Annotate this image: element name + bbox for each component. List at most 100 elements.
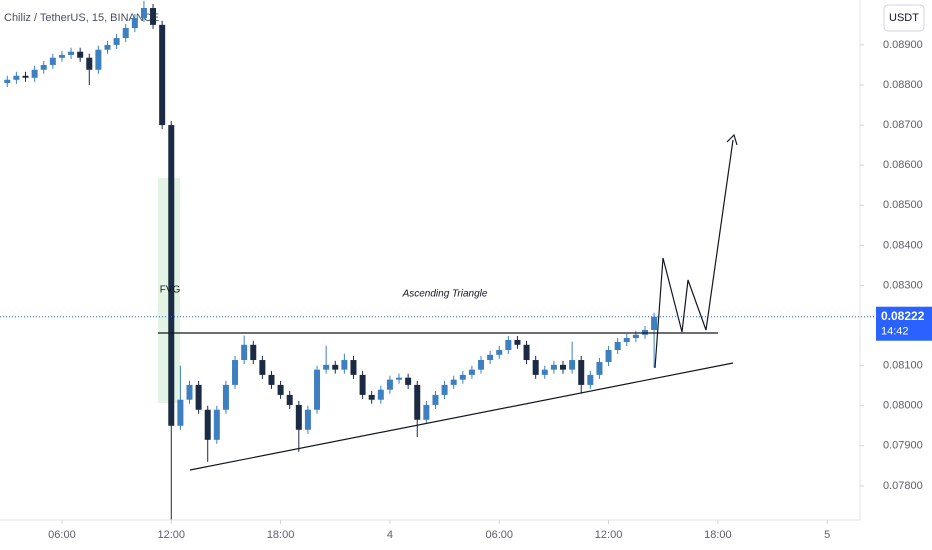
candle-body — [140, 8, 147, 19]
candle-body — [58, 54, 65, 58]
candle-body — [569, 360, 576, 370]
candle-body — [159, 24, 166, 126]
candle-body — [104, 44, 111, 50]
last-price-label: 0.08222 — [881, 309, 925, 323]
y-tick-label: 0.08600 — [883, 159, 923, 171]
candle-body — [487, 354, 494, 361]
candle-body — [368, 394, 375, 400]
candle-body — [241, 344, 248, 361]
candle-body — [195, 384, 202, 410]
y-tick-label: 0.08400 — [883, 239, 923, 251]
fvg-label: FVG — [160, 285, 181, 296]
candle-body — [623, 337, 630, 342]
candle-body — [405, 377, 412, 385]
candle-body — [578, 360, 585, 385]
candle-body — [177, 399, 184, 426]
candle-body — [286, 394, 293, 405]
candle-body — [377, 389, 384, 400]
candle-body — [414, 384, 421, 420]
candle-body — [204, 409, 211, 440]
support-trendline — [189, 362, 734, 471]
currency-button[interactable] — [883, 4, 925, 32]
pattern-label: Ascending Triangle — [402, 289, 488, 300]
candle-body — [432, 394, 439, 405]
candle-body — [150, 8, 157, 25]
candle-body — [232, 360, 239, 385]
candle-body — [314, 369, 321, 410]
candle-body — [359, 374, 366, 395]
y-tick-label: 0.08100 — [883, 360, 923, 372]
candle-body — [496, 350, 503, 355]
candle-body — [587, 374, 594, 385]
projection-path — [654, 139, 734, 369]
candle-body — [113, 38, 120, 45]
candle-body — [277, 384, 284, 395]
candle-body — [49, 57, 56, 65]
x-tick-label: 18:00 — [267, 529, 295, 541]
candle-body — [642, 329, 648, 335]
candle-body — [468, 369, 475, 375]
candle-body — [40, 64, 47, 70]
candle-body — [550, 364, 557, 370]
candle-body — [350, 360, 357, 375]
x-tick-label: 18:00 — [704, 529, 732, 541]
candle-body — [95, 49, 102, 70]
candles — [4, 0, 658, 520]
candle-body — [459, 374, 466, 380]
chart-title: Chiliz / TetherUS, 15, BINANCE — [4, 12, 159, 24]
candle-body — [560, 364, 567, 370]
candle-body — [341, 360, 348, 370]
y-tick-label: 0.08900 — [883, 39, 923, 51]
y-tick-label: 0.07900 — [883, 440, 923, 452]
candle-body — [304, 409, 311, 430]
candle-body — [450, 379, 457, 385]
candle-body — [441, 384, 448, 395]
candle-body — [632, 334, 639, 338]
projection-arrowhead — [726, 133, 738, 146]
y-tick-label: 0.07800 — [883, 480, 923, 492]
candle-body — [478, 360, 485, 370]
candle-body — [259, 360, 266, 375]
candle-body — [77, 51, 84, 58]
candle-body — [386, 379, 393, 390]
y-tick-label: 0.08300 — [883, 279, 923, 291]
candle-body — [532, 360, 539, 375]
candle-body — [31, 69, 38, 78]
x-tick-label: 4 — [387, 529, 393, 541]
candle-body — [22, 75, 29, 78]
candle-body — [396, 377, 403, 380]
candle-body — [250, 344, 257, 361]
candle-body — [651, 316, 658, 330]
candle-body — [505, 339, 512, 351]
y-tick-label: 0.08500 — [883, 199, 923, 211]
candle-body — [86, 57, 93, 70]
candle-body — [332, 364, 339, 370]
candle-body — [122, 28, 129, 39]
countdown-label: 14:42 — [881, 326, 909, 338]
currency-label[interactable]: USDT — [889, 12, 919, 24]
candle-body — [4, 79, 11, 83]
x-tick-label: 06:00 — [48, 529, 76, 541]
candle-body — [605, 350, 612, 363]
candle-body — [541, 369, 548, 375]
y-tick-label: 0.08000 — [883, 400, 923, 412]
candle-body — [323, 364, 330, 370]
candle-body — [131, 18, 138, 29]
x-tick-label: 06:00 — [485, 529, 513, 541]
candle-body — [514, 339, 521, 345]
candle-body — [295, 404, 302, 430]
candle-body — [222, 384, 229, 410]
candle-body — [423, 404, 430, 420]
y-tick-label: 0.08700 — [883, 119, 923, 131]
candle-body — [268, 374, 275, 385]
candle-body — [186, 384, 193, 400]
candle-body — [68, 51, 75, 55]
candle-body — [614, 341, 621, 351]
last-price-tag — [876, 306, 932, 341]
candle-body — [213, 409, 220, 440]
x-tick-label: 12:00 — [158, 529, 186, 541]
candle-body — [596, 362, 603, 375]
x-tick-label: 12:00 — [595, 529, 623, 541]
